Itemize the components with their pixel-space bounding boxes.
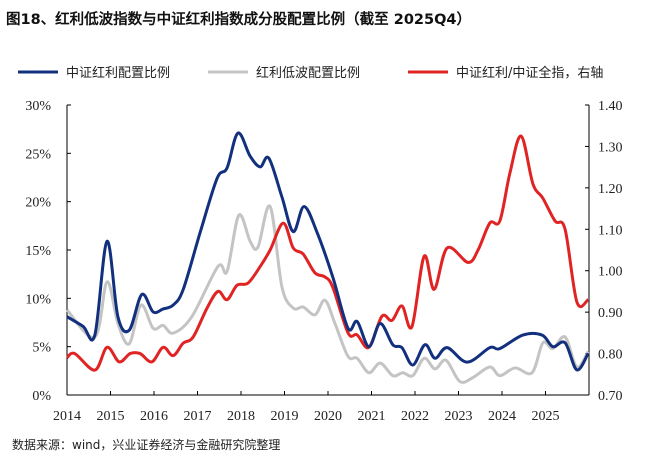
x-tick-label: 2014 — [53, 409, 81, 424]
right-tick-label: 1.30 — [598, 140, 623, 155]
x-tick-label: 2017 — [184, 409, 212, 424]
right-tick-label: 1.20 — [598, 182, 623, 197]
right-tick-label: 1.10 — [598, 223, 623, 238]
right-tick-label: 0.70 — [598, 389, 623, 404]
x-tick-label: 2020 — [314, 409, 342, 424]
right-tick-label: 1.40 — [598, 99, 623, 114]
x-tick-label: 2023 — [445, 409, 473, 424]
left-tick-label: 15% — [25, 244, 51, 259]
x-tick-label: 2022 — [401, 409, 429, 424]
chart-title: 图18、红利低波指数与中证红利指数成分股配置比例（截至 2025Q4） — [6, 12, 471, 28]
right-tick-label: 0.80 — [598, 348, 623, 363]
right-tick-label: 1.00 — [598, 265, 623, 280]
left-tick-label: 10% — [25, 292, 51, 307]
source-note: 数据来源：wind，兴业证券经济与金融研究院整理 — [12, 438, 281, 452]
x-tick-label: 2025 — [532, 409, 560, 424]
x-tick-label: 2018 — [227, 409, 255, 424]
series-line-1 — [65, 204, 590, 384]
left-tick-label: 30% — [25, 99, 51, 114]
left-tick-label: 0% — [32, 389, 51, 404]
series-line-0 — [66, 131, 590, 372]
left-tick-label: 20% — [25, 196, 51, 211]
x-tick-label: 2021 — [358, 409, 386, 424]
legend: 中证红利配置比例 红利低波配置比例 中证红利/中证全指，右轴 — [18, 65, 603, 81]
legend-label-1: 红利低波配置比例 — [256, 65, 360, 81]
legend-label-0: 中证红利配置比例 — [66, 65, 170, 81]
right-tick-label: 0.90 — [598, 306, 623, 321]
legend-label-2: 中证红利/中证全指，右轴 — [456, 65, 603, 81]
x-tick-label: 2019 — [271, 409, 299, 424]
left-tick-label: 25% — [25, 147, 51, 162]
x-tick-label: 2016 — [140, 409, 168, 424]
series-line-2 — [66, 134, 590, 372]
axes: 0% 5% 10% 15% 20% 25% 30% 0.70 0.80 0.90 1.00 1.10 1… — [25, 99, 622, 424]
series-lines — [65, 131, 590, 384]
left-tick-label: 5% — [32, 341, 51, 356]
x-tick-label: 2024 — [488, 409, 516, 424]
x-tick-label: 2015 — [97, 409, 125, 424]
